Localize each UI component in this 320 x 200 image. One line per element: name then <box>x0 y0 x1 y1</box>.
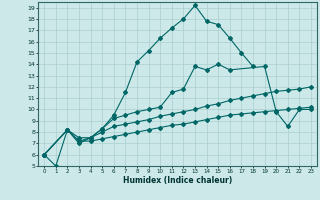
X-axis label: Humidex (Indice chaleur): Humidex (Indice chaleur) <box>123 176 232 185</box>
